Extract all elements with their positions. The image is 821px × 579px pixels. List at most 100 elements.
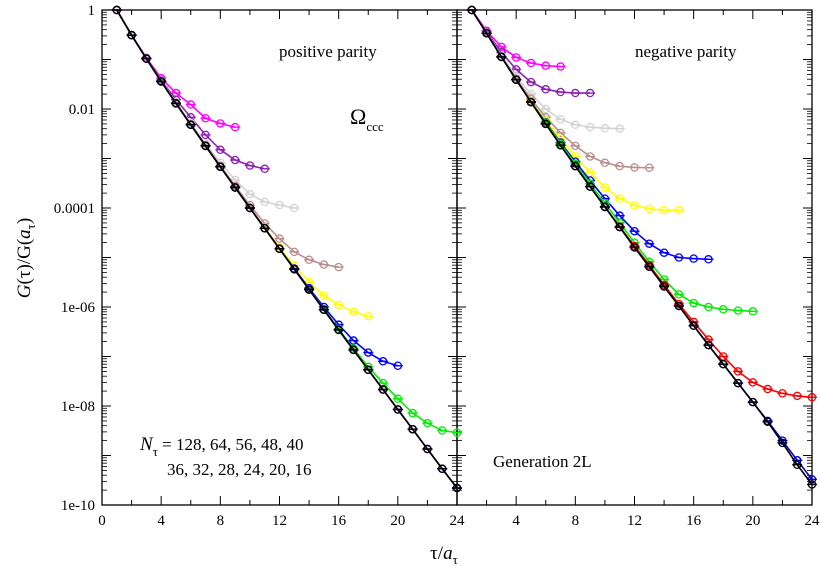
x-tick-label-positive: 24 xyxy=(450,513,466,529)
data-point xyxy=(260,164,269,174)
x-tick-label-positive: 16 xyxy=(331,513,347,529)
x-tick-label-positive: 20 xyxy=(390,513,405,529)
y-axis-title: G(τ)/G(aτ) xyxy=(14,218,38,298)
generation-label: Generation 2L xyxy=(493,452,592,471)
data-point xyxy=(142,54,151,63)
series-line xyxy=(471,9,813,399)
data-point xyxy=(585,152,595,161)
data-point xyxy=(230,183,240,192)
series-line xyxy=(116,9,458,489)
data-point xyxy=(349,307,358,317)
data-point xyxy=(290,203,299,213)
data-point xyxy=(245,161,255,170)
data-point xyxy=(600,202,610,212)
data-point xyxy=(600,183,610,192)
x-tick-label-positive: 4 xyxy=(157,513,165,529)
data-point xyxy=(704,255,713,264)
data-point xyxy=(674,290,684,299)
data-point xyxy=(378,357,388,366)
omega-subscript: ccc xyxy=(366,119,384,134)
data-point xyxy=(659,248,669,257)
data-point xyxy=(763,384,772,394)
data-point xyxy=(186,120,195,130)
series-line xyxy=(471,9,813,485)
series-line xyxy=(116,9,458,489)
data-point xyxy=(733,306,743,315)
ntau-label-line2: 36, 32, 28, 24, 20, 16 xyxy=(167,460,312,479)
data-point xyxy=(334,262,343,272)
data-point xyxy=(792,391,802,401)
data-point xyxy=(201,141,210,151)
data-point xyxy=(659,282,669,291)
series-positive-9 xyxy=(111,5,462,493)
data-point xyxy=(807,480,817,489)
data-point xyxy=(541,61,551,70)
data-point xyxy=(467,5,477,15)
data-point xyxy=(615,222,624,232)
data-point xyxy=(556,128,565,138)
positive-parity-label: positive parity xyxy=(279,42,377,61)
data-point xyxy=(511,75,521,84)
y-tick-label: 0.01 xyxy=(69,102,95,118)
data-point xyxy=(319,260,329,269)
data-point xyxy=(733,367,743,376)
series-negative-4 xyxy=(466,5,684,215)
ntau-label-line1: Nτ = 128, 64, 56, 48, 40 xyxy=(139,434,304,459)
x-tick-label-negative: 24 xyxy=(805,513,821,529)
data-point xyxy=(571,161,580,171)
series-positive-1 xyxy=(111,5,270,174)
data-point xyxy=(245,203,255,213)
data-point xyxy=(704,340,713,350)
data-point xyxy=(230,155,240,165)
data-point xyxy=(186,100,195,109)
data-point xyxy=(452,428,462,437)
data-point xyxy=(689,254,698,263)
data-point xyxy=(497,52,506,62)
data-point xyxy=(659,206,669,215)
data-point xyxy=(556,141,565,150)
series-negative-7 xyxy=(466,5,817,402)
data-point xyxy=(349,345,358,355)
data-point xyxy=(275,200,284,210)
data-point xyxy=(571,141,580,151)
data-point xyxy=(585,122,595,132)
data-point xyxy=(393,394,403,404)
data-point xyxy=(585,182,595,191)
data-point xyxy=(393,405,403,414)
data-layer xyxy=(111,5,817,493)
data-point xyxy=(363,365,373,374)
x-tick-label-negative: 16 xyxy=(686,513,702,529)
data-point xyxy=(645,262,654,272)
y-tick-label: 1 xyxy=(88,3,96,19)
data-point xyxy=(674,301,684,311)
data-point xyxy=(792,460,802,470)
data-point xyxy=(645,239,654,248)
ntau-values-1: = 128, 64, 56, 48, 40 xyxy=(158,435,304,454)
data-point xyxy=(230,122,240,132)
data-point xyxy=(748,378,758,387)
data-point xyxy=(585,88,595,98)
data-point xyxy=(733,378,743,388)
series-line xyxy=(471,9,813,480)
data-point xyxy=(156,77,166,86)
data-point xyxy=(556,87,565,97)
negative-parity-label: negative parity xyxy=(635,42,737,61)
data-point xyxy=(393,361,403,371)
series-line xyxy=(116,9,265,170)
data-point xyxy=(748,397,758,407)
series-line xyxy=(116,9,236,128)
x-tick-label-positive: 0 xyxy=(98,513,106,529)
data-point xyxy=(630,226,639,236)
data-point xyxy=(290,264,299,274)
data-point xyxy=(245,189,255,199)
series-positive-6 xyxy=(111,5,462,437)
series-line xyxy=(116,9,295,209)
data-point xyxy=(689,321,698,330)
data-point xyxy=(807,393,817,402)
data-point xyxy=(541,104,551,114)
data-point xyxy=(630,163,639,172)
data-point xyxy=(112,5,122,15)
omega-label: Ωccc xyxy=(350,104,384,134)
panel-frame-negative xyxy=(456,9,813,506)
